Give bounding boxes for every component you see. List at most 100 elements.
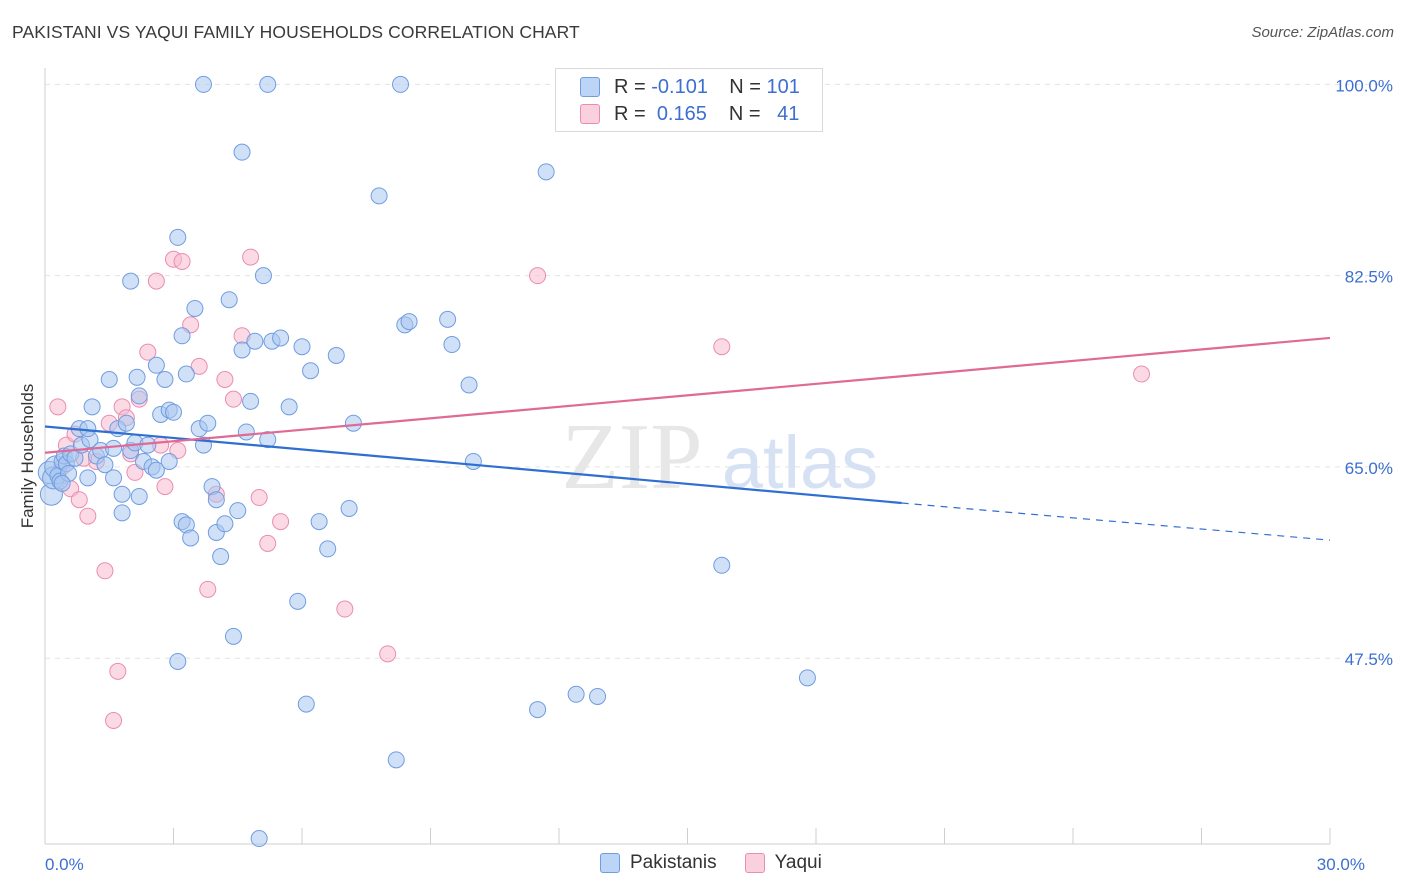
data-point-pakistanis: [237, 423, 255, 441]
legend-item-pakistanis: Pakistanis: [600, 852, 717, 874]
data-point-yaqui: [336, 600, 354, 618]
data-point-pakistanis: [464, 452, 482, 470]
data-point-pakistanis: [79, 469, 97, 487]
data-point-yaqui: [156, 478, 174, 496]
legend-swatch-pink: [744, 853, 765, 873]
legend-swatch-blue: [600, 853, 620, 873]
data-point-pakistanis: [165, 403, 182, 421]
trend-lines: [44, 336, 1331, 541]
y-tick-label: 65.0%: [1345, 459, 1393, 478]
data-point-pakistanis: [105, 439, 123, 457]
y-tick-label: 47.5%: [1345, 650, 1393, 669]
r-value: -0.101: [651, 75, 708, 98]
trend-line-yaqui: [44, 336, 1331, 454]
data-point-pakistanis: [259, 431, 277, 449]
data-point-pakistanis: [130, 487, 148, 505]
data-point-yaqui: [250, 489, 268, 507]
data-point-pakistanis: [529, 701, 547, 719]
data-point-yaqui: [105, 711, 123, 729]
n-label: N =: [728, 102, 761, 125]
data-point-pakistanis: [128, 368, 146, 386]
r-label: R =: [614, 102, 646, 125]
data-point-pakistanis: [250, 830, 268, 848]
n-value: 101: [766, 75, 800, 98]
tick-labels: 100.0% 82.5% 65.0% 47.5% 0.0% 30.0%: [45, 76, 1393, 874]
data-point-yaqui: [713, 338, 731, 356]
data-point-pakistanis: [186, 299, 204, 317]
r-label: R =: [614, 75, 646, 98]
data-point-yaqui: [242, 248, 260, 266]
data-point-pakistanis: [100, 370, 118, 388]
n-value: 41: [777, 102, 800, 125]
data-point-pakistanis: [207, 491, 225, 509]
data-point-pakistanis: [169, 228, 187, 246]
y-tick-label: 82.5%: [1345, 268, 1393, 287]
series-pakistanis: [37, 75, 816, 848]
data-point-pakistanis: [302, 362, 320, 380]
data-point-yaqui: [96, 562, 114, 580]
data-point-pakistanis: [233, 143, 251, 161]
data-point-pakistanis: [460, 376, 478, 394]
x-tick-label: 30.0%: [1317, 855, 1365, 874]
data-point-pakistanis: [147, 461, 165, 479]
data-point-yaqui: [379, 645, 397, 663]
data-point-pakistanis: [212, 548, 230, 566]
data-point-pakistanis: [113, 485, 131, 503]
data-point-pakistanis: [105, 469, 123, 487]
data-point-yaqui: [49, 398, 67, 416]
data-point-pakistanis: [220, 291, 238, 309]
correlation-legend: R = -0.101 N = 101 R = 0.165 N = 41: [555, 68, 823, 132]
data-point-pakistanis: [130, 387, 148, 405]
y-axis-title: Family Households: [18, 383, 37, 529]
data-point-yaqui: [70, 491, 88, 509]
data-point-pakistanis: [173, 327, 191, 345]
data-point-pakistanis: [567, 685, 585, 703]
data-point-yaqui: [109, 662, 127, 680]
data-point-pakistanis: [439, 310, 457, 328]
series-legend: Pakistanis Yaqui: [600, 852, 850, 874]
data-point-pakistanis: [537, 163, 555, 181]
data-point-pakistanis: [289, 592, 307, 610]
y-tick-label: 100.0%: [1335, 76, 1393, 95]
data-point-pakistanis: [242, 392, 260, 410]
data-point-pakistanis: [182, 529, 200, 547]
data-point-pakistanis: [327, 346, 345, 364]
legend-label-pakistanis: Pakistanis: [630, 852, 717, 873]
legend-label-yaqui: Yaqui: [774, 852, 822, 873]
data-point-yaqui: [272, 513, 290, 531]
r-value: 0.165: [656, 102, 707, 125]
data-point-pakistanis: [319, 540, 337, 558]
data-point-pakistanis: [79, 420, 97, 438]
data-point-pakistanis: [387, 751, 405, 769]
legend-row-yaqui: R = 0.165 N = 41: [580, 102, 799, 126]
data-point-yaqui: [1133, 365, 1151, 383]
data-point-pakistanis: [156, 370, 174, 388]
source-label: Source: ZipAtlas.com: [1251, 24, 1394, 41]
data-point-pakistanis: [177, 365, 195, 383]
chart-title: PAKISTANI VS YAQUI FAMILY HOUSEHOLDS COR…: [12, 22, 580, 42]
data-point-pakistanis: [233, 341, 251, 359]
data-point-pakistanis: [392, 75, 410, 93]
data-point-pakistanis: [280, 398, 298, 416]
data-point-pakistanis: [297, 695, 315, 713]
data-point-pakistanis: [113, 504, 131, 522]
x-tick-label: 0.0%: [45, 855, 84, 874]
data-point-yaqui: [216, 370, 234, 388]
data-point-yaqui: [529, 267, 547, 285]
data-point-pakistanis: [370, 187, 388, 205]
data-point-pakistanis: [259, 75, 277, 93]
legend-swatch-pink: [580, 104, 600, 124]
data-point-pakistanis: [160, 452, 178, 470]
data-point-pakistanis: [400, 313, 418, 331]
data-point-pakistanis: [272, 329, 290, 347]
watermark-atlas: atlas: [722, 421, 878, 504]
data-point-yaqui: [139, 343, 157, 361]
data-point-pakistanis: [344, 414, 362, 432]
data-point-pakistanis: [224, 627, 242, 645]
data-point-pakistanis: [199, 414, 217, 432]
data-point-pakistanis: [310, 513, 328, 531]
data-point-pakistanis: [254, 267, 272, 285]
data-point-yaqui: [224, 390, 242, 408]
watermark-zip: ZIP: [562, 405, 703, 509]
